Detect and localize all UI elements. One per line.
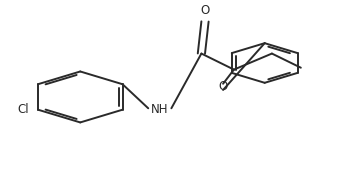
Text: NH: NH: [151, 103, 168, 116]
Text: O: O: [219, 80, 228, 93]
Text: O: O: [200, 4, 209, 17]
Text: Cl: Cl: [17, 103, 29, 116]
